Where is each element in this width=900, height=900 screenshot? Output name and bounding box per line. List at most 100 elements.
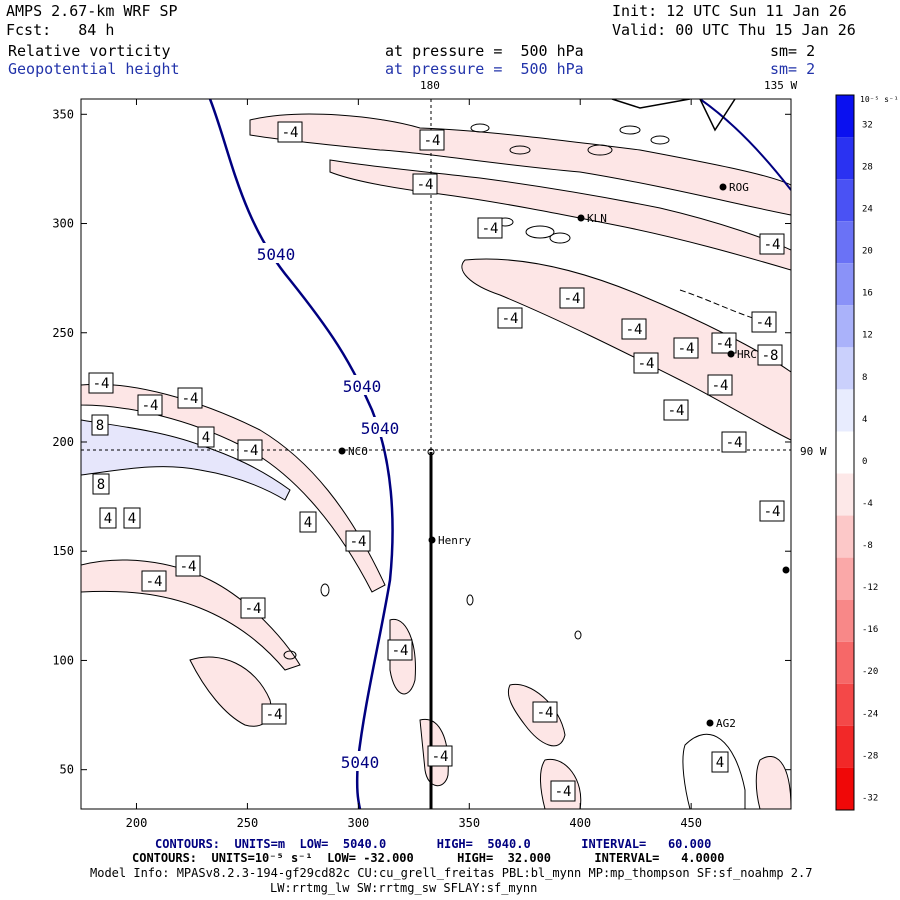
contour-label: -4 (626, 322, 643, 338)
top-label-180: 180 (420, 79, 440, 92)
colorbar-unit: 10⁻⁵ s⁻¹ (860, 95, 899, 104)
contour-info-height: CONTOURS: UNITS=m LOW= 5040.0 HIGH= 5040… (155, 837, 712, 851)
station-label: AG2 (716, 717, 736, 730)
contour-label: -4 (482, 221, 499, 237)
x-tick-label: 250 (237, 816, 259, 830)
model-title: AMPS 2.67-km WRF SP (6, 2, 178, 20)
colorbar-segment (836, 305, 854, 348)
station-marker (577, 214, 585, 222)
contour-label-box (633, 352, 659, 374)
colorbar-tick-label: 20 (862, 247, 873, 257)
small-contours (283, 123, 670, 660)
contour-label-box (759, 500, 785, 522)
colorbar-segment (836, 725, 854, 768)
contour-label: 4 (128, 511, 136, 527)
colorbar-tick-label: 4 (862, 415, 867, 425)
colorbar-segment (836, 683, 854, 726)
coastline-dash (679, 289, 761, 321)
contour-label: -4 (764, 504, 781, 520)
contour-label: -4 (756, 315, 773, 331)
x-tick-label: 450 (680, 816, 702, 830)
station-marker (706, 719, 714, 727)
stations: ROG KLN HRC NCO Henry AG2 (338, 181, 790, 730)
colorbar-tick-label: -20 (862, 667, 878, 677)
geopotential-contour-ne (699, 99, 791, 191)
y-tick-label: 100 (52, 653, 74, 667)
colorbar-tick-label: -32 (862, 793, 878, 803)
vorticity-band-southwest (81, 559, 301, 671)
contour-label-box (123, 507, 141, 529)
field1-name: Relative vorticity (8, 42, 171, 60)
forecast-hour: Fcst: 84 h (6, 21, 115, 39)
colorbar-tick-label: 0 (862, 457, 867, 467)
contour-label-box (261, 703, 287, 725)
contour-label-box (621, 318, 647, 340)
colorbar-tick-label: 16 (862, 289, 873, 299)
contour-label: -4 (564, 291, 581, 307)
contour-label: 8 (97, 477, 105, 493)
model-info-2: LW:rrtmg_lw SW:rrtmg_sw SFLAY:sf_mynn (270, 881, 538, 895)
x-tick-label: 300 (348, 816, 370, 830)
contour-label: -4 (142, 398, 159, 414)
height-label-bg (354, 417, 406, 437)
contour-label: -4 (678, 341, 695, 357)
colorbar-segment (836, 473, 854, 516)
colorbar-frame (835, 94, 855, 811)
model-info: Model Info: MPASv8.2.3-194-gf29cd82c CU:… (90, 866, 813, 880)
contour-label: -4 (266, 707, 283, 723)
colorbar-segment (836, 137, 854, 180)
contour-label: -4 (245, 601, 262, 617)
contour-label: -4 (93, 376, 110, 392)
vorticity-band-kln (329, 159, 791, 271)
vorticity-blob-sw (189, 656, 272, 727)
transect-origin (427, 448, 435, 456)
contour-label: 8 (96, 418, 104, 434)
y-tick-label: 150 (52, 544, 74, 558)
contour-label-box (99, 507, 117, 529)
field2-smoothing: sm= 2 (770, 60, 816, 78)
colorbar-tick-label: -8 (862, 541, 873, 551)
x-tick-label: 350 (458, 816, 480, 830)
vorticity-blob-corner (755, 756, 791, 809)
contour-label-box (240, 597, 266, 619)
contour-label: -4 (716, 336, 733, 352)
contour-label: 4 (104, 511, 112, 527)
height-label-bg (250, 243, 302, 263)
contour-label: -4 (726, 435, 743, 451)
contour-label-box (550, 780, 576, 802)
y-tick-label: 350 (52, 107, 74, 121)
colorbar-tick-label: 24 (862, 205, 873, 215)
station-marker (727, 350, 735, 358)
colorbar-segment (836, 95, 854, 138)
contour-label-box (707, 374, 733, 396)
y-axis: 350 300 250 200 150 100 50 (52, 107, 791, 777)
contour-label-box (345, 530, 371, 552)
contour-label: -4 (537, 705, 554, 721)
contour-label-box (663, 399, 689, 421)
colorbar-segment (836, 641, 854, 684)
colorbar: 10⁻⁵ s⁻¹ 32 28 24 20 16 12 8 4 0 -4 -8 -12 -16 -20 -24 -… (835, 94, 899, 811)
field2-level: at pressure = 500 hPa (385, 60, 584, 78)
colorbar-segment (836, 263, 854, 306)
colorbar-tick-label: -28 (862, 751, 878, 761)
station-label: KLN (587, 212, 607, 225)
contour-label-box (673, 337, 699, 359)
contour-label-box (751, 311, 777, 333)
colorbar-segment (836, 431, 854, 474)
contour-label: -4 (417, 177, 434, 193)
contour-label: -4 (764, 237, 781, 253)
contour-label: -4 (712, 378, 729, 394)
x-tick-label: 200 (126, 816, 148, 830)
contour-label-box (419, 129, 445, 151)
top-label-135w: 135 W (764, 79, 798, 92)
contour-label-box (757, 344, 783, 366)
init-time: Init: 12 UTC Sun 11 Jan 26 (612, 2, 847, 20)
contour-label: 4 (304, 515, 312, 531)
height-label: 5040 (343, 377, 382, 396)
contour-label: -4 (146, 574, 163, 590)
contour-label-box (177, 387, 203, 409)
contour-label: -4 (392, 643, 409, 659)
station-marker (338, 447, 346, 455)
